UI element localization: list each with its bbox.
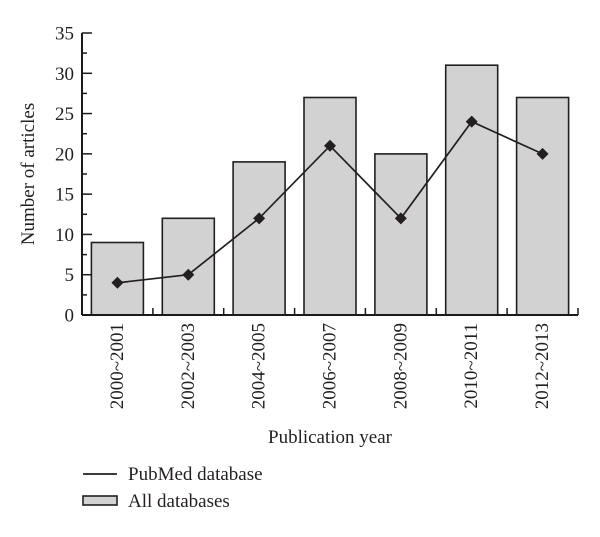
legend-label-pubmed: PubMed database xyxy=(128,464,263,485)
diamond-marker-2006~2007 xyxy=(324,139,336,152)
bar-2002~2003 xyxy=(161,217,216,316)
diamond-marker-2010~2011 xyxy=(465,115,478,128)
legend: PubMed database All databases xyxy=(82,464,263,512)
legend-bar-swatch xyxy=(82,495,118,506)
bar-2004~2005 xyxy=(232,161,286,316)
y-tick-label: 25 xyxy=(55,104,74,125)
axes-ticks-layer: 0 5 10 15 20 25 30 35 xyxy=(55,24,579,327)
diamond-marker-2012~2013 xyxy=(536,147,549,160)
bar-2010~2011 xyxy=(444,64,499,316)
legend-label-all-databases: All databases xyxy=(128,491,230,512)
y-tick-label: 10 xyxy=(55,225,74,246)
y-tick-label: 35 xyxy=(55,24,74,45)
y-tick-label: 30 xyxy=(55,64,74,85)
bars-layer xyxy=(90,64,570,316)
y-axis-title: Number of articles xyxy=(18,103,39,245)
y-tick-label: 15 xyxy=(55,185,74,206)
x-category-label: 2010~2011 xyxy=(461,323,482,409)
x-category-label: 2008~2009 xyxy=(390,323,411,409)
x-category-label: 2006~2007 xyxy=(320,323,341,409)
bar-2008~2009 xyxy=(374,153,428,316)
x-category-label: 2012~2013 xyxy=(532,323,553,409)
diamond-marker-2008~2009 xyxy=(394,212,407,225)
bar-2006~2007 xyxy=(303,96,357,316)
x-category-label: 2000~2001 xyxy=(107,323,128,409)
y-tick-label: 20 xyxy=(55,144,74,165)
x-category-label: 2002~2003 xyxy=(178,323,199,409)
category-labels-layer: 2000~2001 2002~2003 2004~2005 2006~2007 2008… xyxy=(107,323,553,409)
diamond-marker-2000~2001 xyxy=(111,276,124,289)
y-tick-label: 0 xyxy=(65,306,75,327)
y-tick-label: 5 xyxy=(65,265,75,286)
x-category-label: 2004~2005 xyxy=(249,323,270,409)
bar-2012~2013 xyxy=(515,96,570,316)
diamond-marker-2004~2005 xyxy=(253,212,266,225)
line-series-layer xyxy=(111,115,549,289)
diamond-marker-2002~2003 xyxy=(182,268,195,281)
x-axis-title: Publication year xyxy=(268,427,393,448)
